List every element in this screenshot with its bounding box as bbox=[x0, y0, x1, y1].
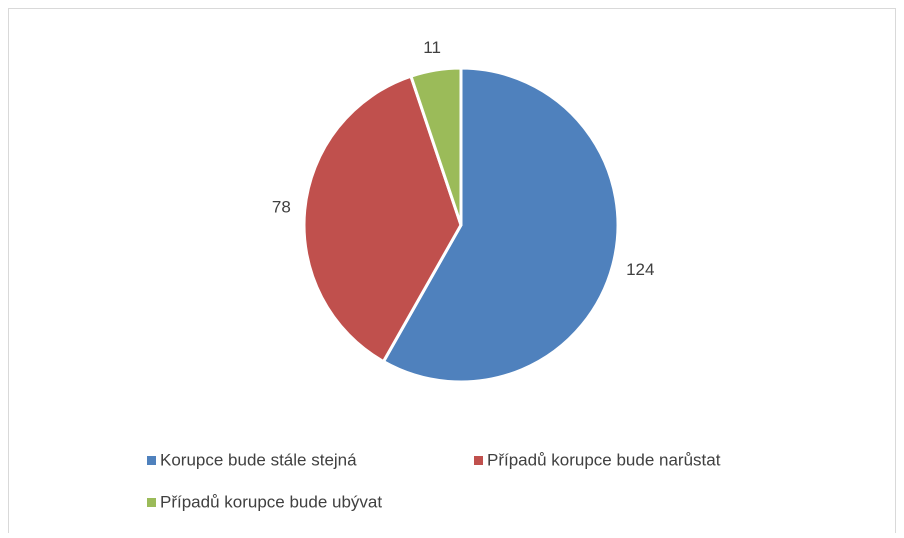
pie-slice bbox=[302, 74, 463, 364]
legend-label: Případů korupce bude narůstat bbox=[487, 450, 721, 469]
legend-label: Případů korupce bude ubývat bbox=[160, 492, 382, 511]
pie-slice bbox=[381, 66, 620, 384]
data-label: 78 bbox=[272, 197, 291, 216]
legend-swatch bbox=[147, 456, 156, 465]
data-label: 11 bbox=[423, 38, 441, 57]
legend-label: Korupce bude stále stejná bbox=[160, 450, 357, 469]
data-label: 124 bbox=[626, 260, 654, 279]
legend-swatch bbox=[474, 456, 483, 465]
legend-swatch bbox=[147, 498, 156, 507]
pie-slice bbox=[409, 66, 463, 226]
